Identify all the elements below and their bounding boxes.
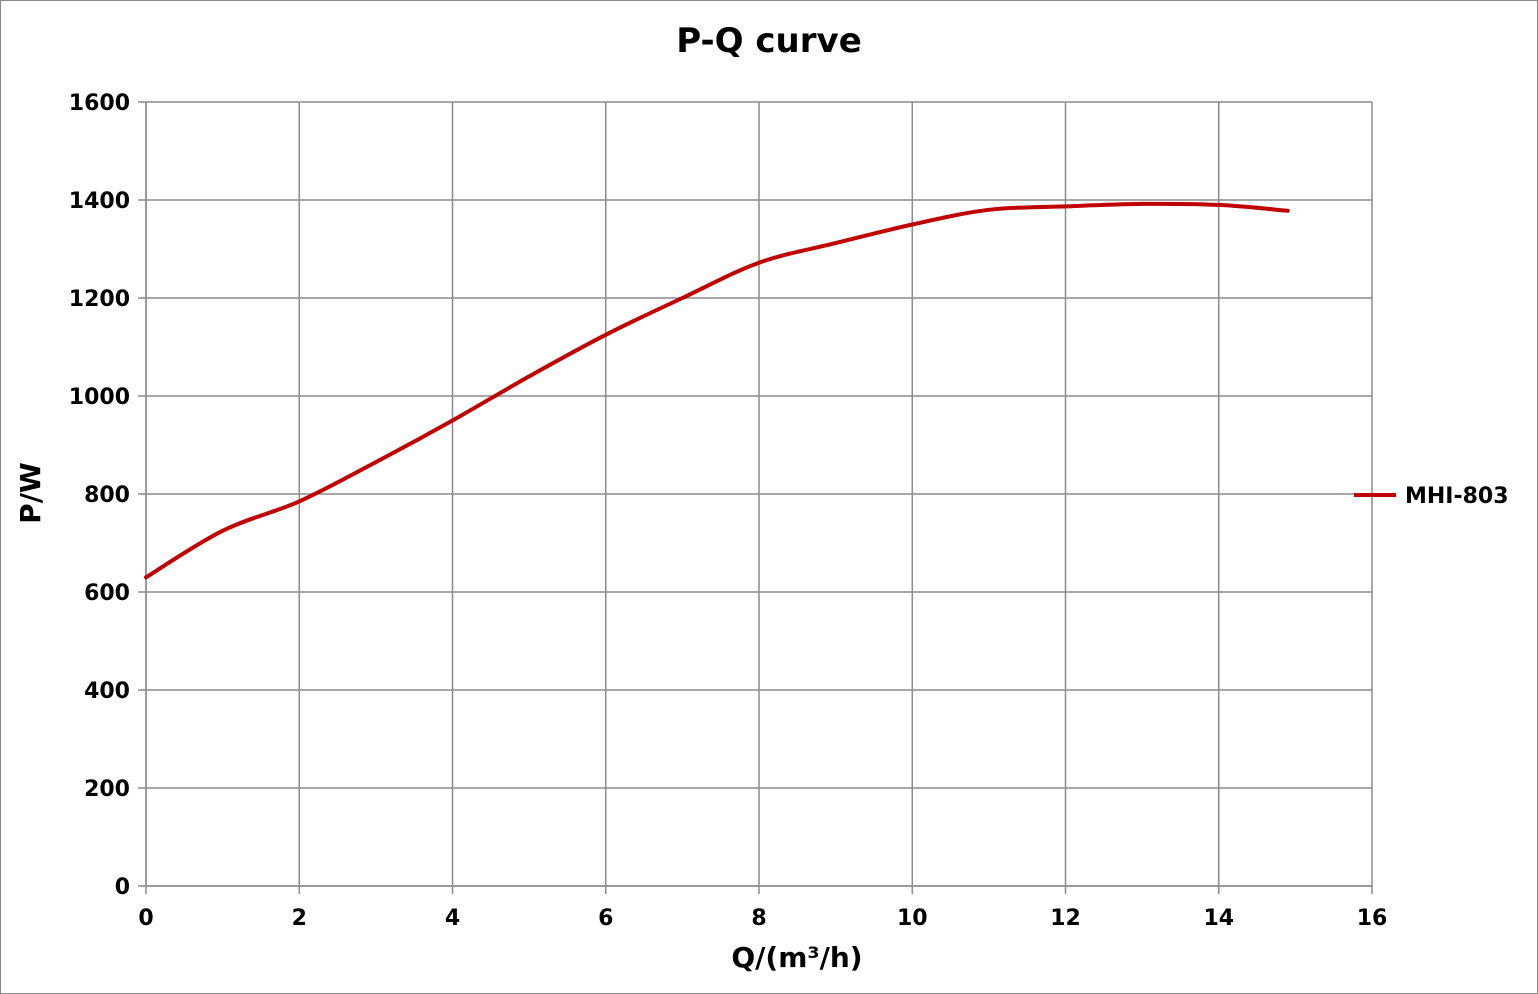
y-tick-label: 400 xyxy=(84,679,130,704)
x-tick-label: 6 xyxy=(598,906,613,931)
legend: MHI-803 xyxy=(1354,484,1509,509)
y-tick-label: 800 xyxy=(84,483,130,508)
x-tick-label: 2 xyxy=(292,906,307,931)
y-tick-label: 1200 xyxy=(69,287,130,312)
x-tick-label: 0 xyxy=(138,906,153,931)
x-tick-labels: 0 2 4 6 8 10 12 14 16 xyxy=(138,906,1387,931)
x-tick-label: 4 xyxy=(445,906,460,931)
y-tick-label: 600 xyxy=(84,581,130,606)
y-tick-label: 200 xyxy=(84,777,130,802)
y-tick-label: 1600 xyxy=(69,91,130,116)
x-tick-label: 10 xyxy=(897,906,928,931)
y-tick-label: 1000 xyxy=(69,385,130,410)
series-line xyxy=(144,201,1290,580)
axes xyxy=(138,101,1373,894)
legend-label: MHI-803 xyxy=(1405,484,1509,509)
gridlines xyxy=(145,101,1373,887)
y-tick-labels: 0 200 400 600 800 1000 1200 1400 1600 xyxy=(69,91,130,900)
chart-title: P-Q curve xyxy=(676,21,862,61)
x-tick-label: 14 xyxy=(1203,906,1234,931)
series-lines xyxy=(144,201,1290,580)
y-tick-label: 1400 xyxy=(69,189,130,214)
x-tick-label: 12 xyxy=(1050,906,1081,931)
x-tick-label: 8 xyxy=(751,906,766,931)
x-axis-label: Q/(m³/h) xyxy=(731,941,862,974)
x-tick-label: 16 xyxy=(1357,906,1388,931)
y-tick-label: 0 xyxy=(115,875,130,900)
y-axis-label: P/W xyxy=(14,462,47,524)
